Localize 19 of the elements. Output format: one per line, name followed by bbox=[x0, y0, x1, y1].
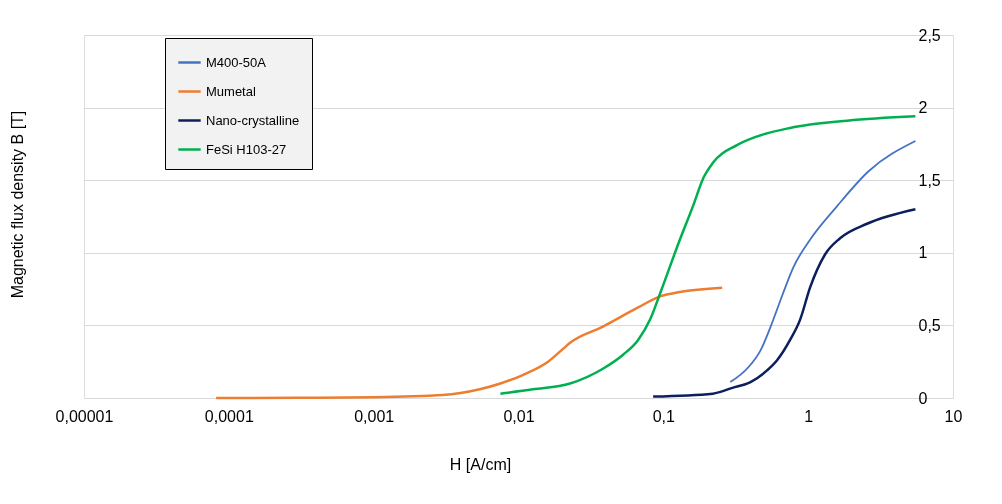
x-tick-label: 10 bbox=[944, 407, 963, 425]
x-axis-title: H [A/cm] bbox=[449, 456, 512, 473]
legend-label: M400-50A bbox=[206, 54, 267, 70]
x-tick-label: 1 bbox=[804, 407, 814, 425]
y-tick-label: 0,5 bbox=[918, 316, 941, 334]
y-tick-label: 2,5 bbox=[918, 26, 941, 44]
y-tick-label: 0 bbox=[918, 389, 928, 407]
x-tick-label: 0,1 bbox=[652, 407, 676, 425]
x-tick-label: 0,01 bbox=[503, 407, 535, 425]
y-tick-label: 1,5 bbox=[918, 171, 941, 189]
y-tick-label: 1 bbox=[918, 244, 928, 262]
y-tick-label: 2 bbox=[918, 99, 928, 117]
x-tick-label: 0,00001 bbox=[55, 407, 114, 425]
x-tick-label: 0,0001 bbox=[204, 407, 254, 425]
legend-label: Mumetal bbox=[206, 83, 256, 99]
x-tick-label: 0,001 bbox=[354, 407, 395, 425]
legend-label: Nano-crystalline bbox=[206, 112, 300, 128]
legend-label: FeSi H103-27 bbox=[206, 141, 287, 157]
y-axis-title: Magnetic flux density B [T] bbox=[9, 110, 26, 299]
